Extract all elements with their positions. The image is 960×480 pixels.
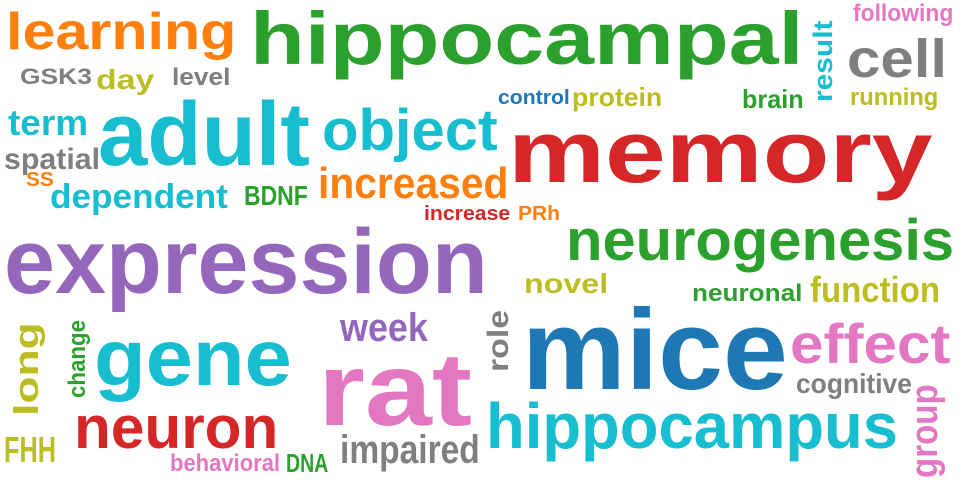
word-adult: adult	[98, 85, 310, 185]
word-spatial: spatial	[4, 143, 101, 176]
word-rat: rat	[318, 332, 472, 448]
word-novel: novel	[524, 268, 609, 299]
word-long: long	[8, 322, 46, 416]
word-term: term	[8, 102, 89, 143]
word-expression: expression	[4, 211, 488, 313]
word-protein: protein	[572, 82, 663, 112]
word-change: change	[64, 319, 91, 398]
word-dna: DNA	[286, 448, 329, 478]
word-cell: cell	[847, 29, 948, 89]
word-neuron: neuron	[74, 394, 279, 461]
word-memory: memory	[508, 102, 933, 201]
word-dependent: dependent	[50, 178, 228, 216]
word-role: role	[482, 309, 515, 372]
word-object: object	[322, 98, 498, 163]
word-cognitive: cognitive	[796, 368, 912, 399]
word-following: following	[853, 0, 954, 27]
word-increase: increase	[424, 203, 511, 225]
word-function: function	[810, 269, 940, 310]
word-impaired: impaired	[340, 428, 480, 472]
word-day: day	[96, 64, 155, 95]
word-bdnf: BDNF	[244, 180, 308, 211]
word-behavioral: behavioral	[170, 450, 281, 477]
word-learning: learning	[6, 3, 237, 61]
word-gene: gene	[94, 313, 292, 402]
word-neurogenesis: neurogenesis	[566, 208, 955, 273]
word-week: week	[340, 306, 428, 350]
word-running: running	[850, 84, 939, 111]
word-group: group	[904, 384, 946, 478]
word-result: result	[808, 20, 838, 102]
word-hippocampus: hippocampus	[486, 390, 899, 462]
word-ss: SS	[26, 169, 54, 191]
word-hippocampal: hippocampal	[250, 0, 804, 80]
word-effect: effect	[790, 312, 951, 375]
word-prh: PRh	[518, 203, 560, 225]
word-fhh: FHH	[4, 429, 56, 470]
word-level: level	[172, 64, 231, 91]
word-gsk3: GSK3	[20, 64, 92, 89]
word-brain: brain	[742, 84, 804, 114]
word-neuronal: neuronal	[692, 280, 803, 307]
word-control: control	[498, 87, 570, 109]
word-mice: mice	[522, 287, 788, 414]
word-increased: increased	[318, 159, 509, 208]
